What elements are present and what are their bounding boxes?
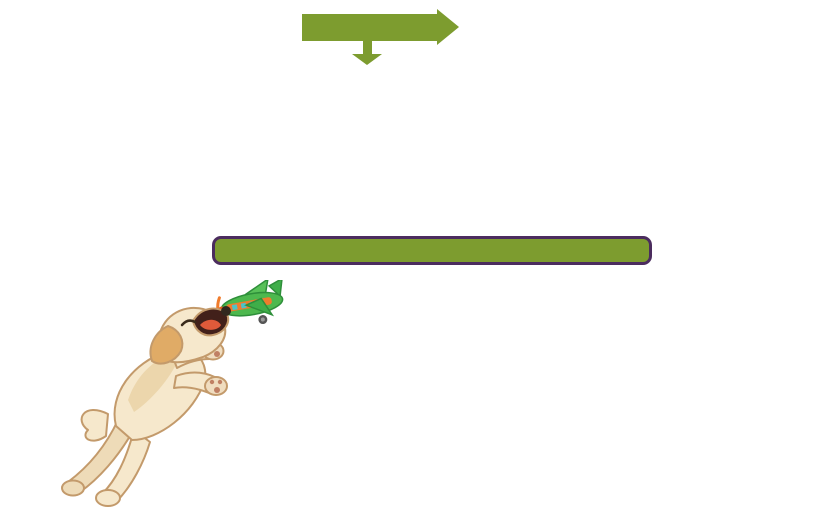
annotation-title: [212, 236, 652, 265]
sell-point-banner: [302, 14, 437, 41]
banner-arrow-right-icon: [437, 9, 459, 45]
down-arrow-head-icon: [352, 54, 382, 65]
down-arrow-icon: [363, 41, 372, 55]
dog-illustration: [61, 306, 231, 507]
